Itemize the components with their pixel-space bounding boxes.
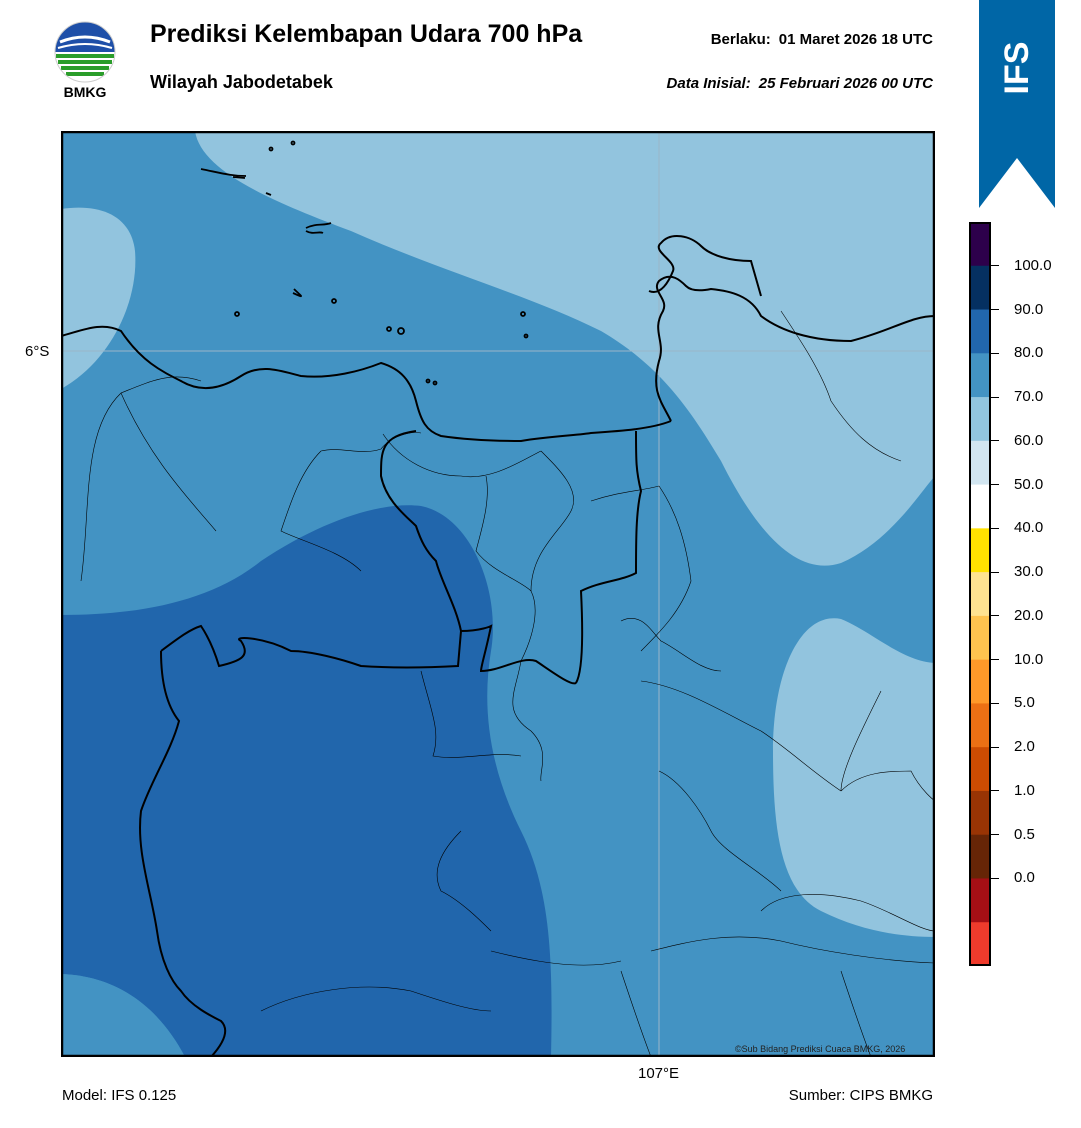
colorbar-tick xyxy=(991,396,999,398)
colorbar-tick xyxy=(991,352,999,354)
colorbar-label: 0.5 xyxy=(1014,825,1035,843)
province-boundaries xyxy=(61,235,935,1057)
colorbar-label: 2.0 xyxy=(1014,738,1035,756)
logo-text: BMKG xyxy=(63,84,107,100)
page-subtitle: Wilayah Jabodetabek xyxy=(150,72,333,92)
colorbar-label: 40.0 xyxy=(1014,519,1044,537)
colorbar-segment xyxy=(969,222,991,267)
bmkg-logo-icon xyxy=(54,21,116,83)
colorbar-segment xyxy=(969,659,991,704)
humidity-zone-60-70-east xyxy=(773,618,935,937)
valid-time-value: 01 Maret 2026 18 UTC xyxy=(778,31,933,48)
colorbar-tick xyxy=(991,834,999,836)
colorbar-tick xyxy=(991,309,999,311)
colorbar-segment xyxy=(969,878,991,923)
colorbar-tick xyxy=(991,440,999,442)
init-time-label: Data Inisial: xyxy=(666,75,751,92)
colorbar-tick xyxy=(991,659,999,661)
longitude-label: 107°E xyxy=(638,1065,680,1082)
source-label: Sumber: CIPS BMKG xyxy=(788,1087,933,1104)
init-time: Data Inisial: 25 Februari 2026 00 UTC xyxy=(667,75,933,92)
colorbar-segment xyxy=(969,440,991,486)
islands xyxy=(200,140,529,386)
ifs-ribbon-label: IFS xyxy=(998,42,1036,95)
colorbar-tick xyxy=(991,615,999,617)
colorbar-segment xyxy=(969,309,991,354)
colorbar-label: 1.0 xyxy=(1014,781,1035,799)
page-title: Prediksi Kelembapan Udara 700 hPa xyxy=(150,20,583,48)
colorbar-segment xyxy=(969,397,991,442)
colorbar-segment xyxy=(969,703,991,748)
colorbar-label: 5.0 xyxy=(1014,694,1035,712)
colorbar-tick xyxy=(991,702,999,704)
humidity-zone-60-70-north xyxy=(195,131,935,566)
colorbar-tick xyxy=(991,877,999,879)
colorbar-label: 20.0 xyxy=(1014,606,1044,624)
colorbar-label: 60.0 xyxy=(1014,431,1044,449)
colorbar-segment xyxy=(969,528,991,573)
colorbar-segment xyxy=(969,265,991,311)
colorbar-segment xyxy=(969,922,991,966)
colorbar-segment xyxy=(969,353,991,398)
ifs-ribbon xyxy=(979,0,1055,208)
humidity-zone-80-90 xyxy=(61,505,552,1057)
colorbar-label: 90.0 xyxy=(1014,300,1044,318)
colorbar-segment xyxy=(969,484,991,529)
colorbar-label: 80.0 xyxy=(1014,344,1044,362)
colorbar-tick xyxy=(991,265,999,267)
colorbar-segment xyxy=(969,615,991,661)
colorbar-label: 10.0 xyxy=(1014,650,1044,668)
humidity-zone-60-70-west xyxy=(61,207,136,389)
colorbar-segment xyxy=(969,747,991,792)
humidity-map[interactable] xyxy=(61,131,935,1057)
colorbar-segment xyxy=(969,834,991,879)
svg-text:IFS: IFS xyxy=(998,42,1036,95)
valid-time: Berlaku: 01 Maret 2026 18 UTC xyxy=(711,31,933,48)
colorbar-frame xyxy=(969,222,991,966)
colorbar-label: 0.0 xyxy=(1014,869,1035,887)
valid-time-label: Berlaku: xyxy=(710,31,771,48)
colorbar-label: 70.0 xyxy=(1014,388,1044,406)
map-frame xyxy=(61,131,935,1057)
district-boundaries xyxy=(80,310,935,1057)
humidity-zone-70-80-southwest xyxy=(61,974,185,1057)
colorbar-tick xyxy=(991,790,999,792)
model-label: Model: IFS 0.125 xyxy=(62,1087,177,1104)
init-time-value: 25 Februari 2026 00 UTC xyxy=(758,75,933,92)
map-credit: ©Sub Bidang Prediksi Cuaca BMKG, 2026 xyxy=(735,1044,906,1054)
latitude-label: 6°S xyxy=(25,343,50,360)
colorbar-tick xyxy=(991,484,999,486)
colorbar-tick xyxy=(991,571,999,573)
colorbar-tick xyxy=(991,527,999,529)
colorbar-segment xyxy=(969,790,991,836)
colorbar-segment xyxy=(969,572,991,617)
colorbar-label: 100.0 xyxy=(1014,256,1052,274)
colorbar xyxy=(969,222,991,966)
colorbar-tick xyxy=(991,746,999,748)
colorbar-label: 30.0 xyxy=(1014,563,1044,581)
colorbar-label: 50.0 xyxy=(1014,475,1044,493)
